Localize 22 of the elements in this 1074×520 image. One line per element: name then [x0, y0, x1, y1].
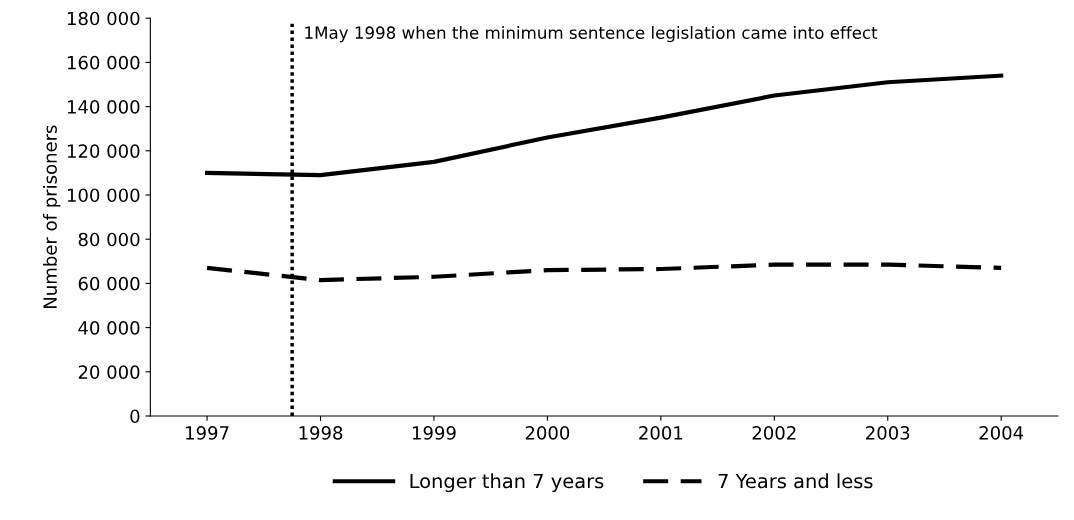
ref-line-label: 1May 1998 when the minimum sentence legislation came into effect: [305, 26, 878, 43]
x-tick-label: 2000: [525, 426, 570, 440]
y-tick-label: 60 000: [78, 276, 140, 291]
x-tick-label: 1998: [299, 426, 343, 440]
x-tick-label: 2002: [752, 426, 796, 440]
x-tick-label: 2004: [979, 426, 1024, 440]
y-tick-label: 100 000: [67, 188, 140, 203]
y-tick-label: 140 000: [67, 100, 140, 114]
legend-label: Longer than 7 years: [410, 473, 604, 493]
y-tick-label: 20 000: [78, 365, 140, 379]
legend-label: 7 Years and less: [718, 473, 873, 489]
y-tick-label: 80 000: [78, 232, 140, 247]
y-tick-label: 0: [130, 409, 140, 424]
y-tick-label: 40 000: [78, 321, 140, 335]
y-tick-label: 160 000: [67, 55, 140, 70]
x-tick-label: 1997: [186, 426, 229, 440]
x-tick-label: 2003: [866, 426, 910, 440]
y-axis-title: Number of prisoners: [42, 125, 61, 308]
x-tick-label: 2001: [639, 426, 683, 440]
x-tick-label: 1999: [412, 426, 456, 440]
y-tick-label: 120 000: [67, 144, 140, 158]
y-tick-label: 180 000: [67, 11, 140, 26]
